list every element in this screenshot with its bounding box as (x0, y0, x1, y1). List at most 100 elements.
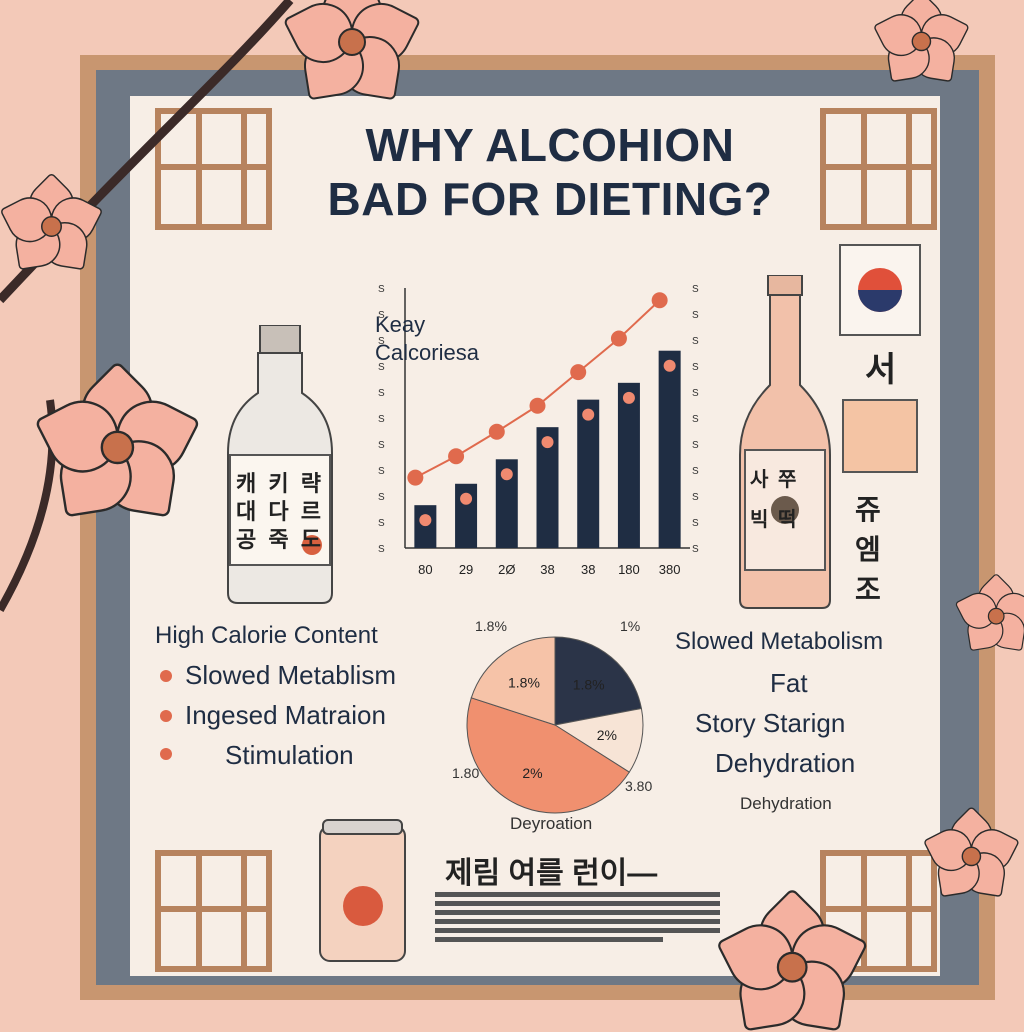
y-tick-label: S (378, 492, 385, 503)
bar-dot (460, 492, 473, 505)
y-tick-label: S (378, 544, 385, 555)
line-point (407, 469, 424, 486)
pie-slice (553, 707, 644, 773)
chart-title: Calcoriesa (375, 340, 480, 365)
y-tick-label-right: S (692, 414, 699, 425)
y-tick-label-right: S (692, 518, 699, 529)
bar-dot (500, 468, 513, 481)
left-item-3: Stimulation (225, 740, 354, 770)
y-tick-label: S (378, 362, 385, 373)
right-korean-top: 서 (865, 351, 897, 389)
bar-dot (582, 408, 595, 421)
x-tick-label: 38 (540, 562, 554, 577)
soju-bottle-left (227, 325, 333, 604)
cherry-blossom-icon (0, 172, 104, 271)
pie-slice (466, 697, 630, 814)
pie-label: 2% (522, 765, 542, 781)
soda-can (319, 819, 406, 962)
flag-lantern (839, 244, 921, 473)
cherry-blossom-icon (716, 887, 868, 1032)
pie-label: 2% (597, 727, 617, 743)
y-tick-label-right: S (692, 362, 699, 373)
bar (617, 382, 640, 548)
left-item-2: Ingesed Matraion (185, 700, 386, 730)
line-point (529, 397, 546, 414)
y-tick-label: S (378, 284, 385, 295)
bottom-text-block (435, 888, 720, 946)
line-point (610, 330, 627, 347)
y-tick-label: S (378, 388, 385, 399)
right-item-4: Dehydration (715, 748, 856, 778)
chart-title: Keay (375, 312, 425, 337)
bar (536, 427, 559, 548)
calorie-bar-chart: S S S S S S S S S S S S S S S S S S S S S S 80 29 2Ø 38 38 180 380 Ke… (375, 284, 699, 577)
bar-dot (663, 359, 676, 372)
y-tick-label: S (378, 310, 385, 321)
left-bottle-label: 캐 키 략 대 다 르 공 죽 도 (236, 471, 321, 552)
left-item-1: Slowed Metablism (185, 660, 396, 690)
x-tick-label: 80 (418, 562, 432, 577)
bullet-dot (160, 710, 172, 722)
cherry-blossom-icon (954, 572, 1024, 652)
y-tick-label: S (378, 466, 385, 477)
y-tick-label-right: S (692, 440, 699, 451)
pie-chart: 1.8% 2% 2% 1.8% (466, 636, 644, 814)
lattice-top-left (155, 108, 272, 230)
y-tick-label-right: S (692, 466, 699, 477)
y-tick-label: S (378, 336, 385, 347)
bullet-dot (160, 670, 172, 682)
right-item-1: Slowed Metabolism (675, 628, 884, 655)
line-point (488, 423, 505, 440)
pie-title: Deyroation (510, 814, 593, 833)
bullet-dot (160, 748, 172, 760)
line-point (448, 448, 465, 465)
y-tick-label-right: S (692, 544, 699, 555)
bottom-korean-heading: 제림 여를 런이— (445, 857, 658, 890)
y-tick-label-right: S (692, 336, 699, 347)
y-tick-label: S (378, 440, 385, 451)
y-tick-label: S (378, 518, 385, 529)
cherry-blossom-icon (923, 805, 1020, 898)
x-tick-label: 38 (581, 562, 595, 577)
y-tick-label-right: S (692, 310, 699, 321)
y-tick-label-right: S (692, 388, 699, 399)
bar-dot (541, 436, 554, 449)
bar-dot (419, 514, 432, 527)
title-line-1: WHY ALCOHION (365, 119, 735, 171)
x-tick-label: 380 (659, 562, 681, 577)
right-korean-bottom: 쥬 엠 조 (855, 494, 881, 605)
cherry-blossom-icon (283, 0, 421, 101)
right-item-2: Fat (770, 668, 808, 698)
lattice-bottom-left (155, 850, 272, 972)
right-item-3: Story Starign (695, 708, 846, 738)
line-point (651, 292, 668, 309)
bar-dot (622, 391, 635, 404)
line-point (570, 364, 587, 381)
left-heading: High Calorie Content (155, 622, 378, 649)
cherry-blossom-icon (34, 360, 201, 518)
lattice-top-right (820, 108, 937, 230)
bar (414, 505, 437, 548)
pie-label: 1.8% (573, 676, 605, 692)
y-tick-label-right: S (692, 492, 699, 503)
pie-slice (470, 636, 556, 726)
pie-annotation-top-right: 1% (620, 618, 641, 634)
pie-label: 1.8% (508, 674, 540, 690)
title-line-2: BAD FOR DIETING? (327, 173, 773, 225)
right-bottle-label: 사 쭈 빅 떡 (750, 469, 797, 531)
bar (495, 459, 518, 548)
bar (658, 350, 681, 548)
bar (577, 399, 600, 548)
pie-annotation-top-left: 1.8% (475, 618, 507, 634)
pie-slice (554, 636, 643, 726)
x-tick-label: 2Ø (498, 562, 515, 577)
x-tick-label: 180 (618, 562, 640, 577)
x-tick-label: 29 (459, 562, 473, 577)
pie-annotation-bottom-right: 3.80 (625, 778, 653, 794)
cherry-blossom-icon (873, 0, 970, 83)
lattice-bottom-right (820, 850, 937, 972)
y-tick-label-right: S (692, 284, 699, 295)
y-tick-label: S (378, 414, 385, 425)
right-footnote: Dehydration (740, 794, 832, 813)
pie-annotation-bottom-left: 1.80 (452, 765, 480, 781)
